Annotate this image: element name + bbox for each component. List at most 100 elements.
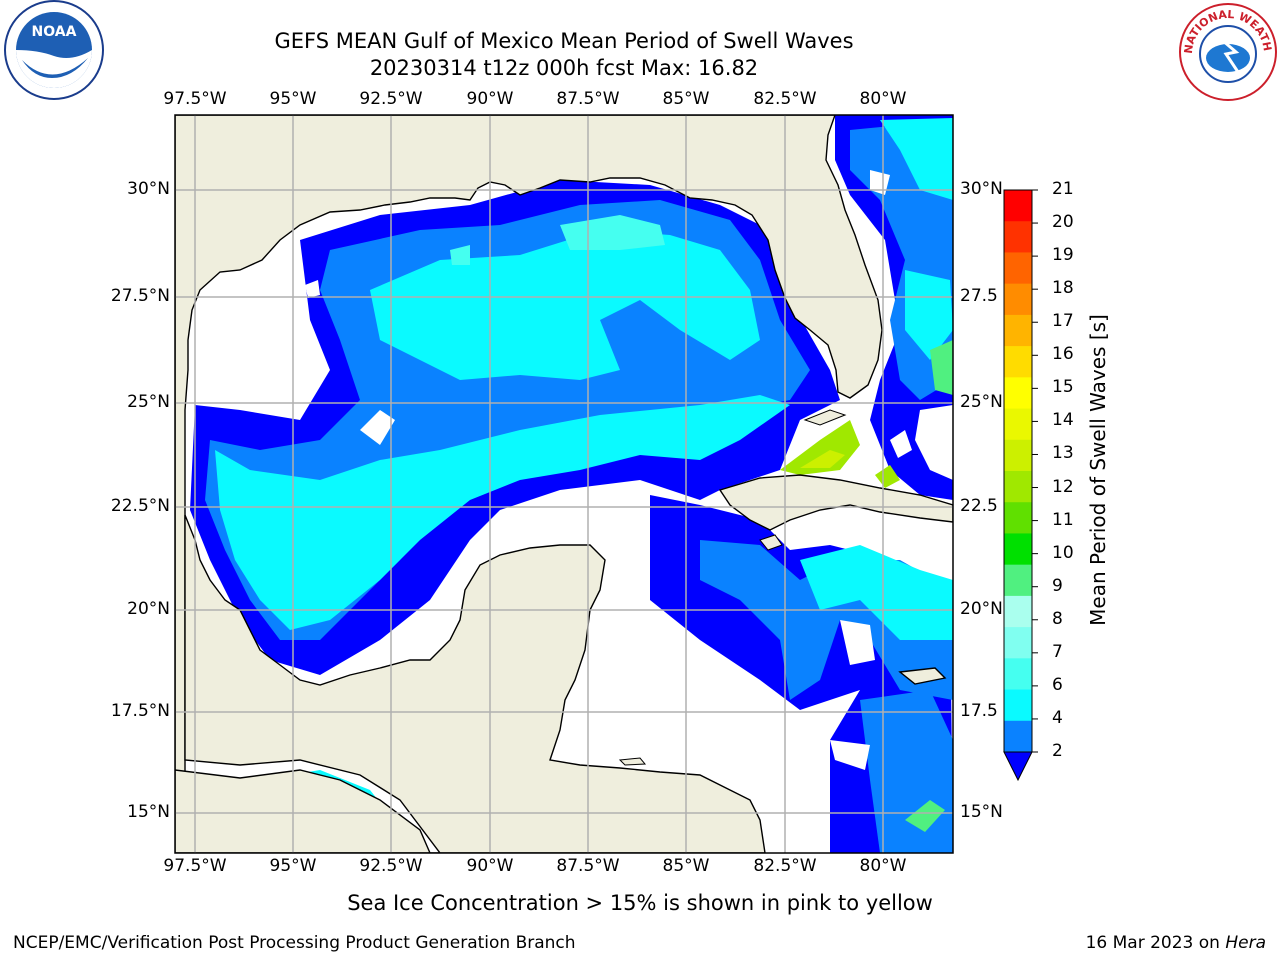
land (175, 115, 953, 853)
map-subtitle: 20230314 t12z 000h fcst Max: 16.82 (369, 56, 759, 80)
lon-label-top: 82.5°W (753, 89, 817, 109)
swell-band-4-6-east (905, 270, 953, 360)
colorbar-segment (1004, 471, 1032, 503)
lat-label-right: 17.5 (960, 701, 998, 721)
colorbar-segment (1004, 595, 1032, 628)
lon-label-top: 87.5°W (556, 89, 620, 109)
sea-ice-note: Sea Ice Concentration > 15% is shown in … (0, 891, 1280, 915)
lat-label-right: 22.5 (960, 496, 998, 516)
lat-label-left: 17.5°N (110, 701, 170, 721)
swell-band-9-10-south (905, 800, 945, 832)
lat-label-right: 27.5 (960, 286, 998, 306)
colorbar-segment (1004, 439, 1032, 472)
lat-label-right: 20°N (960, 599, 1003, 619)
no-data-hole (360, 410, 395, 445)
lon-label-bottom: 90°W (466, 856, 514, 876)
map-frame (174, 114, 954, 854)
lon-label-bottom: 95°W (269, 856, 317, 876)
colorbar-tick-label: 19 (1052, 245, 1074, 266)
land-florida-keys (803, 409, 847, 426)
lon-label-top: 92.5°W (359, 89, 423, 109)
colorbar-segment (1004, 502, 1032, 534)
lat-label-left: 15°N (127, 802, 170, 822)
colorbar (1003, 189, 1038, 782)
land-cuba (718, 474, 953, 531)
colorbar-tick-label: 10 (1052, 542, 1074, 563)
footer-date: 16 Mar 2023 on (1085, 933, 1226, 953)
no-data-hole (870, 170, 890, 195)
colorbar-tick-label: 17 (1052, 311, 1074, 332)
lon-label-bottom: 92.5°W (359, 856, 423, 876)
colorbar-tick-label: 15 (1052, 377, 1074, 398)
lat-label-left: 30°N (127, 179, 170, 199)
lon-label-top: 90°W (466, 89, 514, 109)
colorbar-tick-label: 4 (1052, 707, 1063, 728)
no-data-hole (890, 430, 912, 458)
colorbar-tick-label: 11 (1052, 509, 1074, 530)
land-isla (618, 757, 647, 766)
colorbar-segment (1004, 658, 1032, 691)
colorbar-segment (1004, 408, 1032, 441)
svg-text:NOAA: NOAA (32, 24, 77, 40)
no-data-hole (840, 620, 875, 665)
colorbar-tick-label: 6 (1052, 674, 1063, 695)
colorbar-tick-label: 9 (1052, 575, 1063, 596)
colorbar-segment (1004, 314, 1032, 347)
nws-logo: NATIONAL WEATHER SERVICE (1172, 0, 1280, 104)
grid-lines (175, 115, 953, 853)
land-mexico (175, 514, 766, 853)
swell-band-6-7 (560, 215, 665, 250)
lon-label-bottom: 97.5°W (163, 856, 227, 876)
lon-label-bottom: 82.5°W (753, 856, 817, 876)
land-jamaica (898, 667, 947, 685)
land-isla-juventud (759, 534, 783, 551)
lat-label-left: 25°N (127, 392, 170, 412)
lat-label-right: 15°N (960, 802, 1003, 822)
map-title: GEFS MEAN Gulf of Mexico Mean Period of … (274, 29, 854, 53)
colorbar-segment (1004, 627, 1032, 659)
swell-band-9-10 (930, 340, 953, 395)
colorbar-segment (1004, 221, 1032, 253)
colorbar-frame (1003, 189, 1033, 753)
lat-label-left: 22.5°N (110, 496, 170, 516)
swell-band-12-13 (875, 465, 900, 488)
no-data-hole (305, 280, 320, 298)
swell-band-6-7-west (450, 245, 470, 265)
colorbar-tick-label: 8 (1052, 608, 1063, 629)
land-north-america (175, 115, 883, 853)
swell-band-10-13 (780, 420, 860, 475)
swell-band-4-6-south (215, 395, 790, 630)
swell-band-4-6 (370, 230, 760, 380)
colorbar-tick-label: 12 (1052, 476, 1074, 497)
lon-label-top: 85°W (662, 89, 710, 109)
map-area (175, 115, 953, 853)
colorbar-tick-label: 2 (1052, 741, 1063, 761)
colorbar-segment (1004, 346, 1032, 378)
colorbar-under-triangle (1003, 751, 1033, 782)
lon-label-top: 95°W (269, 89, 317, 109)
footer-left: NCEP/EMC/Verification Post Processing Pr… (13, 933, 576, 953)
colorbar-segment (1004, 689, 1032, 722)
colorbar-segment (1004, 720, 1032, 753)
lon-label-bottom: 87.5°W (556, 856, 620, 876)
sea-ice-note-text: Sea Ice Concentration > 15% is shown in … (347, 891, 933, 915)
colorbar-label: Mean Period of Swell Waves [s] (1086, 314, 1110, 626)
swell-band-4-6-atlantic (880, 118, 953, 200)
footer-right: 16 Mar 2023 on Hera (1086, 933, 1266, 953)
lon-label-bottom: 85°W (662, 856, 710, 876)
lat-label-right: 30°N (960, 179, 1003, 199)
swell-band-4-6-caribbean (800, 545, 953, 640)
no-data-hole (830, 740, 870, 770)
colorbar-tick-label: 18 (1052, 278, 1074, 299)
colorbar-segment (1004, 564, 1032, 597)
colorbar-segment (1004, 377, 1032, 410)
lat-label-left: 20°N (127, 599, 170, 619)
colorbar-segment (1004, 190, 1032, 222)
colorbar-tick-label: 14 (1052, 410, 1074, 431)
colorbar-tick-label: 21 (1052, 179, 1074, 199)
lat-label-right: 25°N (960, 392, 1003, 412)
colorbar-tick-label: 20 (1052, 212, 1074, 233)
colorbar-segment (1004, 533, 1032, 566)
colorbar-segment (1004, 252, 1032, 285)
